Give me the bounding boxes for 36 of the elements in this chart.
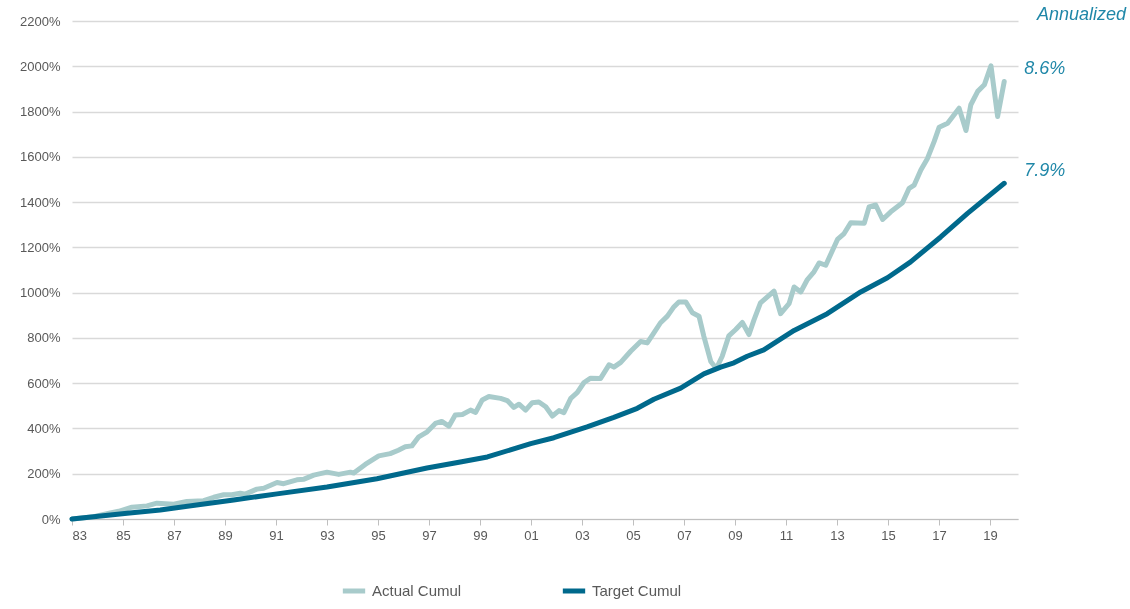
y-tick-label: 1600% <box>20 149 61 165</box>
x-tick-label: 13 <box>830 527 845 543</box>
x-tick-label: 01 <box>524 527 539 543</box>
y-tick-label: 1400% <box>20 194 61 210</box>
annotation: 8.6% <box>1024 58 1066 79</box>
y-tick-label: 2000% <box>20 58 61 74</box>
x-tick-label: 03 <box>575 527 590 543</box>
x-tick-label: 09 <box>728 527 743 543</box>
x-tick-label: 11 <box>779 527 794 543</box>
x-tick-label: 87 <box>167 527 182 543</box>
x-tick-label: 05 <box>626 527 641 543</box>
x-tick-label: 95 <box>371 527 386 543</box>
y-tick-label: 400% <box>27 420 61 436</box>
y-tick-label: 1200% <box>20 239 61 255</box>
text: Annualized <box>1035 4 1127 24</box>
legend-label: Actual Cumul <box>372 582 462 599</box>
annotation: 7.9% <box>1024 160 1066 181</box>
y-tick-label: 1800% <box>20 104 61 120</box>
x-tick-label: 89 <box>218 527 233 543</box>
x-tick-label: 99 <box>473 527 488 543</box>
x-tick-label: 15 <box>881 527 896 543</box>
x-tick-label: 19 <box>983 527 998 543</box>
y-tick-label: 600% <box>27 375 61 391</box>
x-tick-label: 97 <box>422 527 437 543</box>
x-tick-label: 93 <box>320 527 335 543</box>
y-tick-label: 0% <box>41 511 61 527</box>
x-tick-label: 83 <box>72 527 87 543</box>
x-tick-label: 17 <box>932 527 947 543</box>
x-tick-label: 85 <box>116 527 131 543</box>
y-tick-label: 2200% <box>20 13 61 29</box>
y-tick-label: 200% <box>27 466 61 482</box>
y-tick-label: 800% <box>27 330 61 346</box>
legend-label: Target Cumul <box>592 582 682 599</box>
x-tick-label: 07 <box>677 527 692 543</box>
x-tick-label: 91 <box>269 527 284 543</box>
y-tick-label: 1000% <box>20 285 61 301</box>
